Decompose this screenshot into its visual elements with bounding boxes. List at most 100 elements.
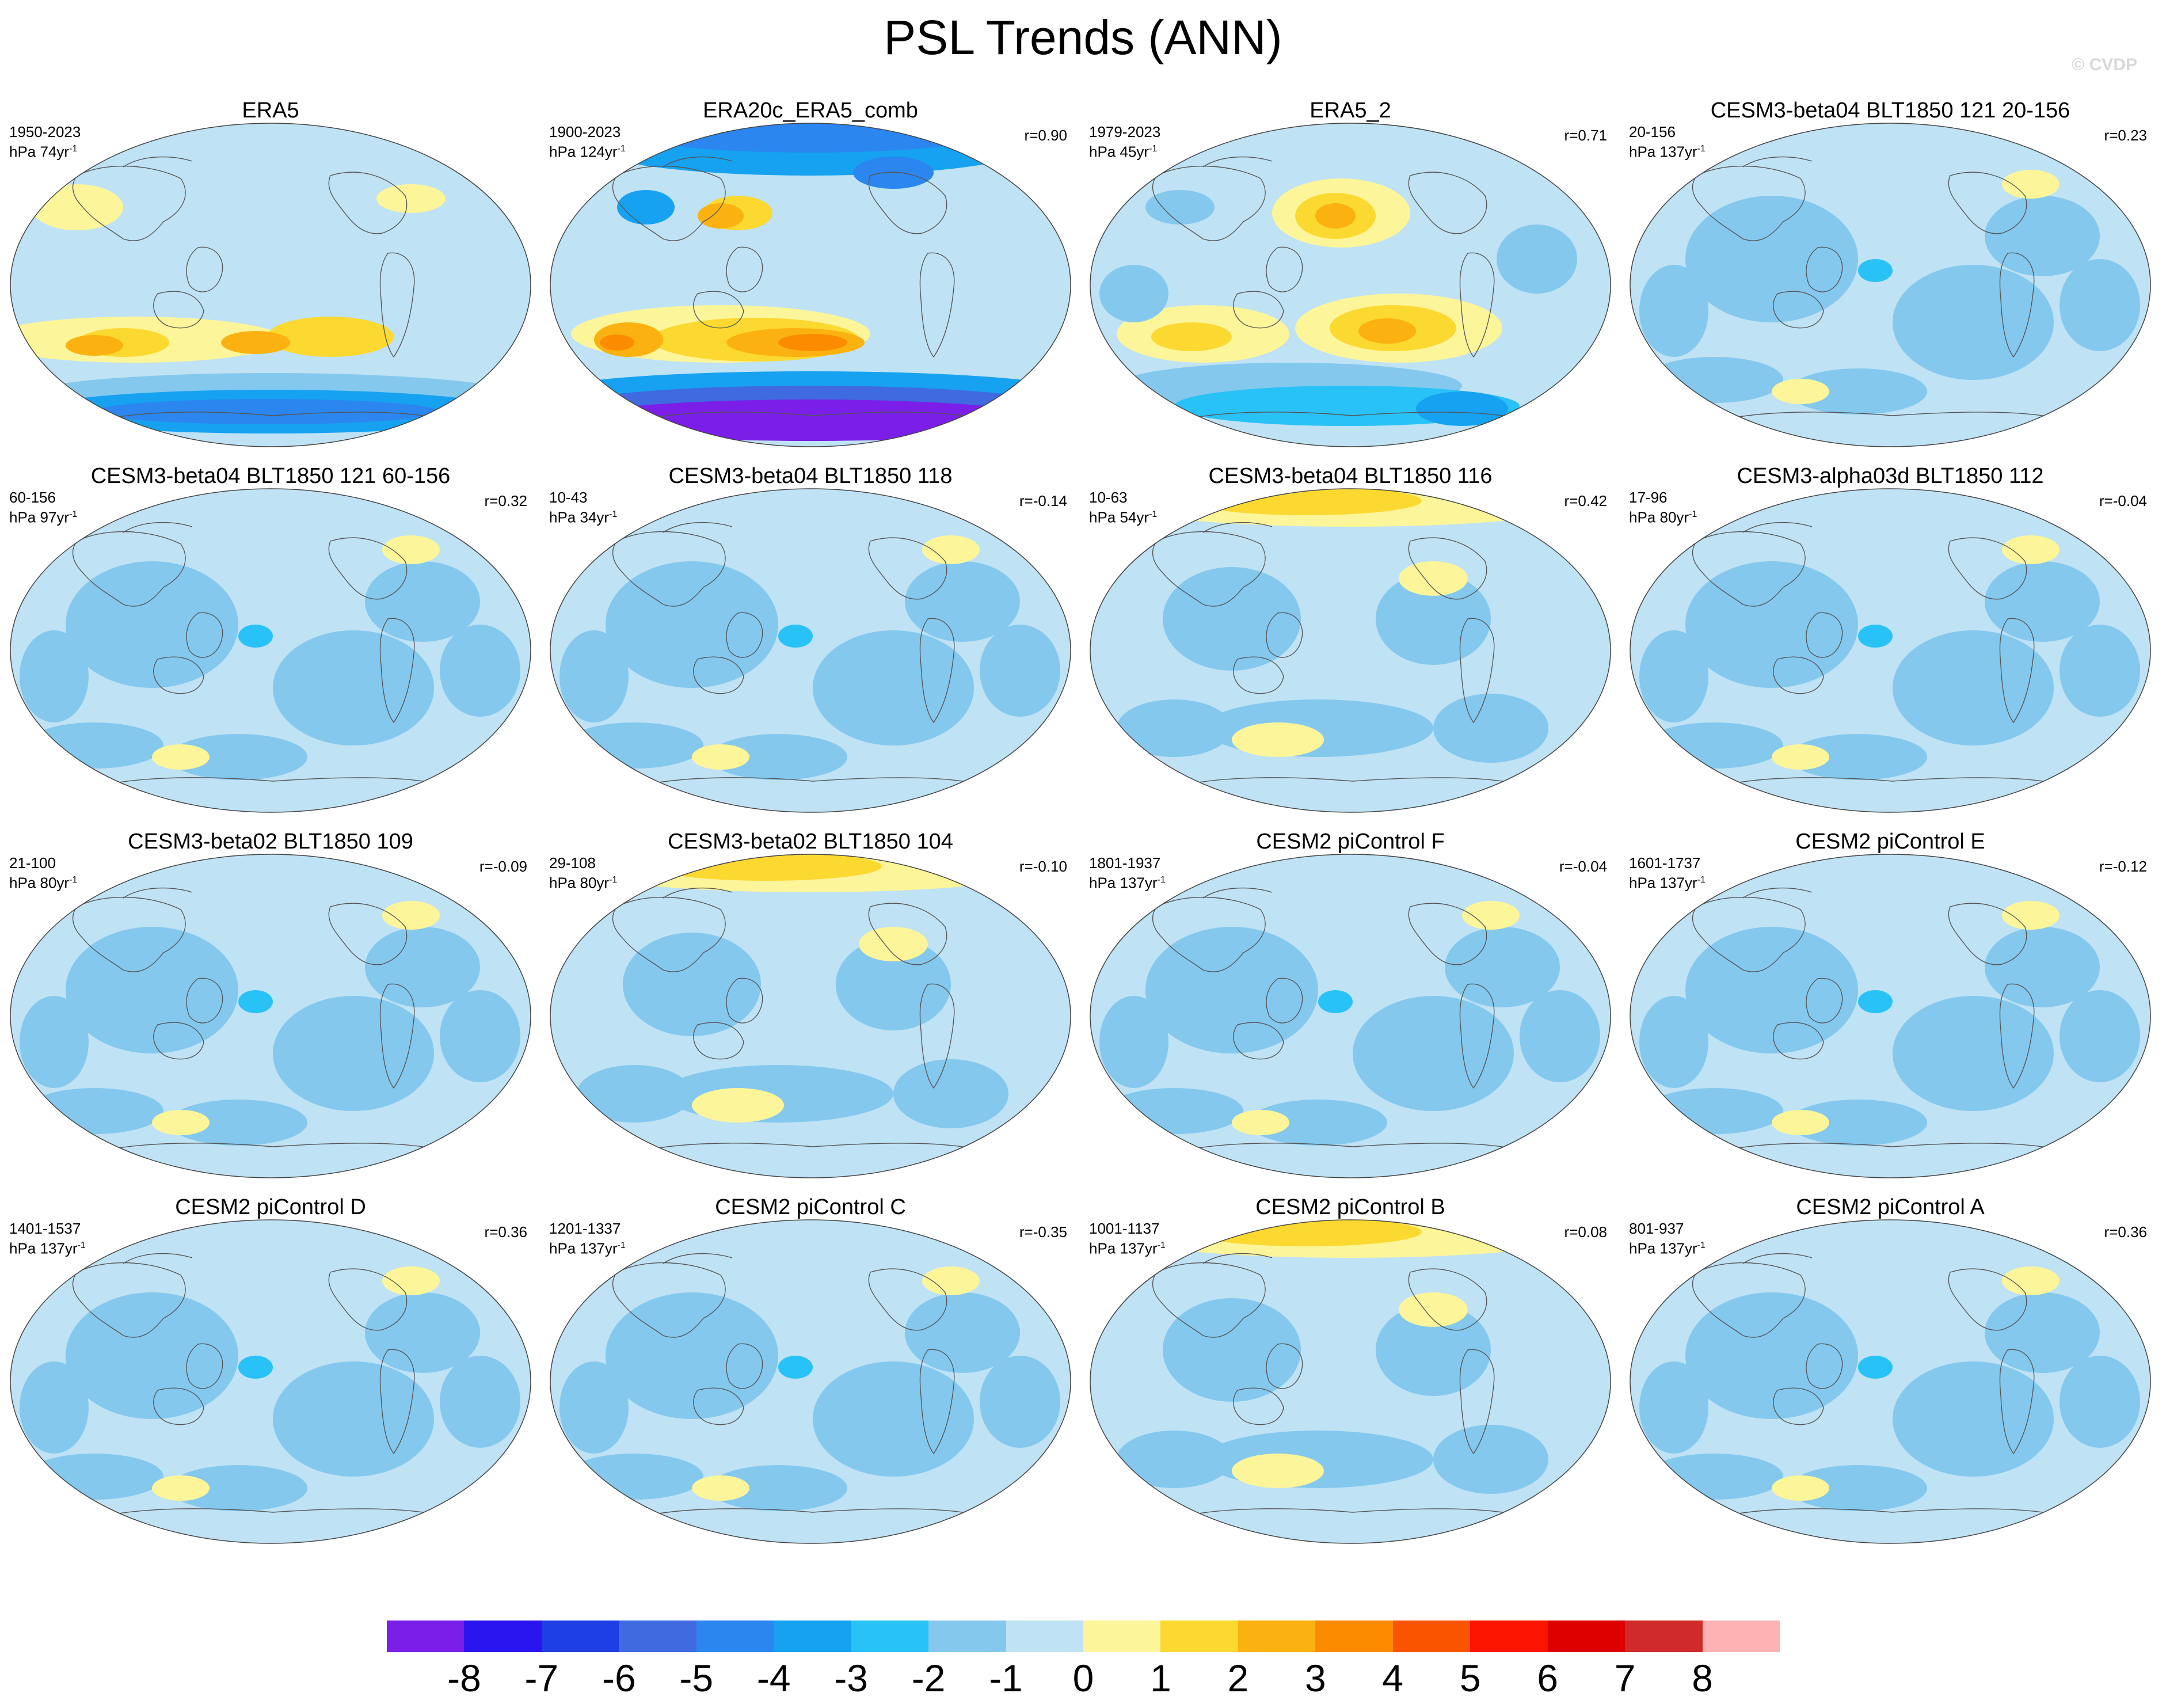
units-text: hPa 80yr (1629, 508, 1689, 526)
coastline (1742, 1253, 1813, 1264)
panel-correlation: r=0.36 (2104, 1223, 2147, 1241)
coastline (1408, 172, 1487, 234)
anomaly-region (2060, 1356, 2140, 1448)
map-plot (1630, 123, 2151, 447)
coastline (123, 522, 193, 533)
map-plot (1090, 1219, 1611, 1544)
anomaly-region (1789, 368, 1927, 414)
anomaly-region (2002, 1266, 2060, 1295)
anomaly-region (1462, 901, 1520, 930)
anomaly-region (1163, 567, 1301, 671)
anomaly-region (20, 996, 89, 1088)
colorbar-tick-label: -5 (679, 1657, 714, 1699)
coastline (1999, 618, 2035, 724)
coastline (868, 537, 947, 600)
anomaly-region (238, 625, 273, 648)
anomaly-region (221, 331, 290, 354)
colorbar-tick-label: 8 (1692, 1657, 1713, 1699)
anomaly-region (1858, 990, 1893, 1013)
anomaly-region (1399, 1292, 1468, 1327)
anomaly-region (606, 1292, 778, 1419)
units-text: hPa 80yr (549, 874, 610, 892)
units-text: hPa 137yr (1629, 874, 1697, 892)
map-plot (1090, 488, 1611, 813)
anomaly-region (365, 1292, 480, 1373)
coastline (1806, 246, 1843, 292)
anomaly-region (922, 535, 980, 564)
coastline (328, 537, 408, 600)
coastline (379, 252, 415, 358)
panel-correlation: r=0.90 (1024, 127, 1067, 144)
panel-title: CESM2 piControl B (1255, 1195, 1445, 1219)
anomaly-region (600, 334, 634, 351)
colorbar-box (1392, 1620, 1471, 1652)
anomaly-region (365, 561, 480, 642)
panel-correlation: r=-0.04 (1559, 858, 1607, 875)
anomaly-region (1433, 1425, 1548, 1494)
colorbar-tick-label: 5 (1459, 1657, 1481, 1699)
coastline (868, 1268, 947, 1331)
anomaly-region (1789, 734, 1927, 780)
coastline (72, 531, 186, 607)
anomaly-region (1685, 1292, 1858, 1419)
coastline (1692, 165, 1806, 241)
trend-field (10, 489, 531, 812)
panel-years: 1201-1337 (549, 1220, 621, 1237)
anomaly-region (1353, 996, 1514, 1111)
coastline (379, 983, 415, 1089)
anomaly-region (1639, 630, 1708, 722)
anomaly-region (577, 1065, 692, 1123)
units-text: hPa 137yr (549, 1239, 618, 1257)
anomaly-region (1685, 561, 1858, 688)
coastline (612, 1262, 726, 1338)
panel-title: CESM3-beta04 BLT1850 116 (1208, 464, 1493, 488)
map-border (1630, 123, 2151, 447)
coastline (186, 977, 223, 1024)
trend-field (1630, 123, 2150, 447)
coastline (186, 1343, 223, 1389)
units-text: hPa 124yr (549, 143, 618, 161)
map-plot (10, 854, 531, 1178)
units-text: hPa 97yr (9, 508, 70, 526)
panel-title: CESM3-alpha03d BLT1850 112 (1737, 464, 2044, 488)
coastlines (1692, 1253, 2066, 1517)
panel-units: hPa 74yr-1 (9, 143, 78, 161)
anomaly-region (2060, 259, 2140, 351)
anomaly-region (1858, 1356, 1893, 1379)
anomaly-region (273, 1361, 434, 1477)
coastline (72, 1262, 186, 1338)
coastline (100, 777, 446, 786)
anomaly-region (550, 123, 1071, 447)
anomaly-region (778, 334, 847, 351)
coastline (1948, 172, 2027, 234)
coastline (1233, 1022, 1284, 1060)
panel-title: CESM2 piControl F (1256, 830, 1445, 854)
map-panel: CESM3-beta04 BLT1850 118 10-43 hPa 34yr-… (540, 463, 1081, 826)
anomaly-region (1105, 1088, 1243, 1134)
anomaly-region (66, 1292, 238, 1419)
panel-years: 1979-2023 (1089, 123, 1161, 140)
coastlines (1152, 522, 1526, 786)
coastline (868, 903, 947, 965)
anomaly-region (559, 630, 629, 722)
anomaly-region (565, 1454, 703, 1500)
panel-correlation: r=-0.12 (2099, 858, 2147, 875)
trend-field (1090, 1220, 1611, 1543)
coastline (919, 252, 955, 358)
anomaly-region (813, 630, 974, 745)
coastline (153, 656, 204, 694)
trend-field (10, 854, 531, 1178)
coastline (639, 1508, 986, 1517)
panel-title: ERA5_2 (1310, 98, 1391, 123)
anomaly-region (778, 1356, 813, 1379)
map-plot (550, 1219, 1071, 1544)
coastline (72, 896, 186, 972)
anomaly-region (1117, 699, 1232, 757)
panel-years: 1950-2023 (9, 123, 81, 140)
panel-correlation: r=0.08 (1564, 1223, 1607, 1241)
anomaly-region (66, 561, 238, 688)
colorbar-tick-label: -4 (756, 1657, 791, 1699)
units-text: hPa 137yr (9, 1239, 78, 1257)
coastlines (72, 156, 446, 421)
coastline (1408, 1268, 1487, 1331)
